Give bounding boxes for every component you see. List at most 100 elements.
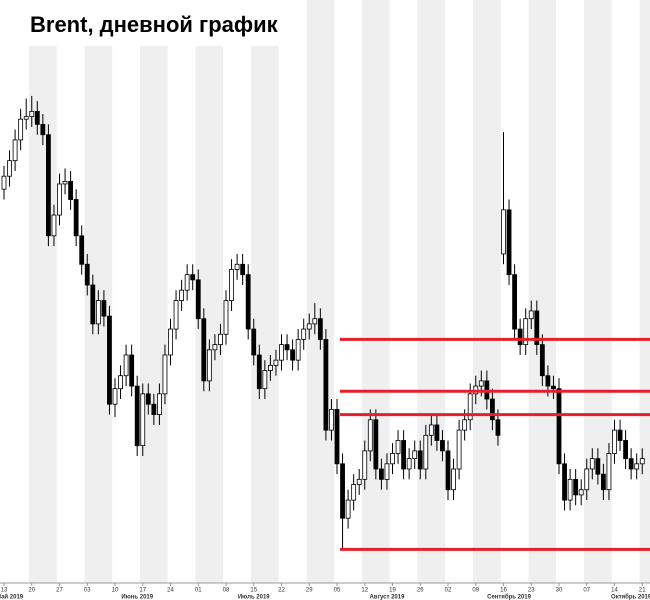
candle-body — [123, 354, 129, 377]
candle-body — [90, 284, 96, 325]
week-band — [639, 0, 650, 583]
candle-body — [445, 450, 451, 491]
candle-body — [162, 354, 168, 395]
candle-body — [612, 429, 617, 454]
candle-body — [523, 318, 529, 346]
candle-body — [495, 419, 501, 436]
candle-body — [306, 323, 312, 330]
candle-body — [545, 375, 551, 387]
x-tick-label: 29 — [306, 588, 313, 594]
x-tick-label: 15 — [250, 588, 257, 594]
x-tick-label: 03 — [84, 588, 91, 594]
candle-body — [273, 359, 279, 366]
candle-body — [534, 310, 540, 346]
x-tick-label: 08 — [223, 588, 230, 594]
candle-body — [501, 209, 506, 255]
candle-body — [639, 458, 645, 465]
candle-body — [12, 139, 18, 162]
candle-body — [95, 300, 101, 325]
week-band — [472, 0, 501, 583]
x-tick-label: 23 — [528, 588, 535, 594]
x-tick-label: 13 — [1, 588, 8, 594]
candle-body — [467, 393, 473, 421]
x-tick-label: 30 — [556, 588, 563, 594]
candle-body — [390, 453, 395, 465]
candle-body — [223, 300, 229, 335]
candle-body — [84, 263, 90, 286]
candle-body — [595, 458, 601, 475]
candle-body — [295, 339, 301, 361]
candle-body — [256, 354, 262, 390]
x-tick-label: 26 — [417, 588, 424, 594]
candle-body — [584, 468, 590, 491]
week-band — [139, 0, 168, 583]
title-backdrop — [0, 0, 300, 46]
x-tick-label: 09 — [472, 588, 479, 594]
candle-body — [240, 263, 246, 276]
week-band — [583, 0, 612, 583]
candle-body — [367, 419, 373, 452]
candle-body — [539, 344, 545, 377]
month-label: Июнь 2019 — [121, 595, 153, 600]
candle-body — [345, 499, 351, 519]
candle-body — [107, 315, 112, 405]
candle-body — [512, 274, 517, 330]
candle-body — [623, 440, 628, 460]
candle-body — [229, 269, 234, 301]
candle-body — [73, 199, 79, 237]
x-tick-label: 20 — [28, 588, 35, 594]
x-tick-label: 17 — [139, 588, 146, 594]
candle-body — [23, 116, 29, 120]
x-tick-label: 14 — [611, 588, 618, 594]
candle-body — [617, 429, 623, 441]
candle-body — [395, 440, 401, 454]
candle-body — [262, 370, 268, 390]
candle-body — [329, 408, 334, 431]
x-tick-label: 19 — [389, 588, 396, 594]
candle-body — [145, 393, 151, 405]
candle-body — [506, 209, 512, 276]
candle-body — [18, 118, 24, 141]
month-label: Сентябрь 2019 — [487, 594, 531, 600]
candle-body — [517, 328, 523, 346]
candle-body — [68, 180, 73, 200]
x-tick-label: 16 — [500, 588, 507, 594]
candle-body — [51, 214, 57, 237]
candle-body — [428, 424, 434, 436]
candle-body — [456, 429, 462, 470]
candle-body — [40, 123, 46, 136]
candle-body — [551, 385, 556, 390]
candle-body — [434, 424, 440, 441]
candle-body — [440, 440, 445, 452]
x-tick-label: 02 — [445, 588, 452, 594]
candle-body — [112, 388, 118, 405]
candle-body — [57, 183, 62, 216]
candle-body — [218, 333, 223, 346]
candle-body — [556, 388, 562, 465]
month-label: Октябрь 2019 — [611, 594, 650, 600]
candle-body — [212, 344, 218, 351]
candle-body — [601, 473, 606, 491]
candle-body — [301, 328, 307, 340]
candle-body — [573, 478, 579, 496]
week-band — [250, 0, 279, 583]
x-tick-label: 27 — [56, 588, 63, 594]
candle-body — [173, 300, 179, 330]
candle-body — [179, 289, 185, 301]
candle-body — [362, 450, 368, 480]
candle-body — [195, 279, 201, 320]
candle-body — [412, 450, 418, 460]
candle-body — [406, 458, 412, 470]
candle-body — [578, 489, 584, 496]
candle-body — [423, 434, 429, 470]
candle-body — [462, 419, 468, 431]
candle-body — [129, 354, 135, 387]
week-band — [361, 0, 390, 583]
candle-body — [373, 419, 379, 470]
candle-body — [528, 310, 534, 320]
week-band — [417, 0, 446, 583]
candle-body — [7, 160, 12, 177]
x-tick-label: 05 — [334, 588, 341, 594]
x-tick-label: 21 — [639, 588, 646, 594]
